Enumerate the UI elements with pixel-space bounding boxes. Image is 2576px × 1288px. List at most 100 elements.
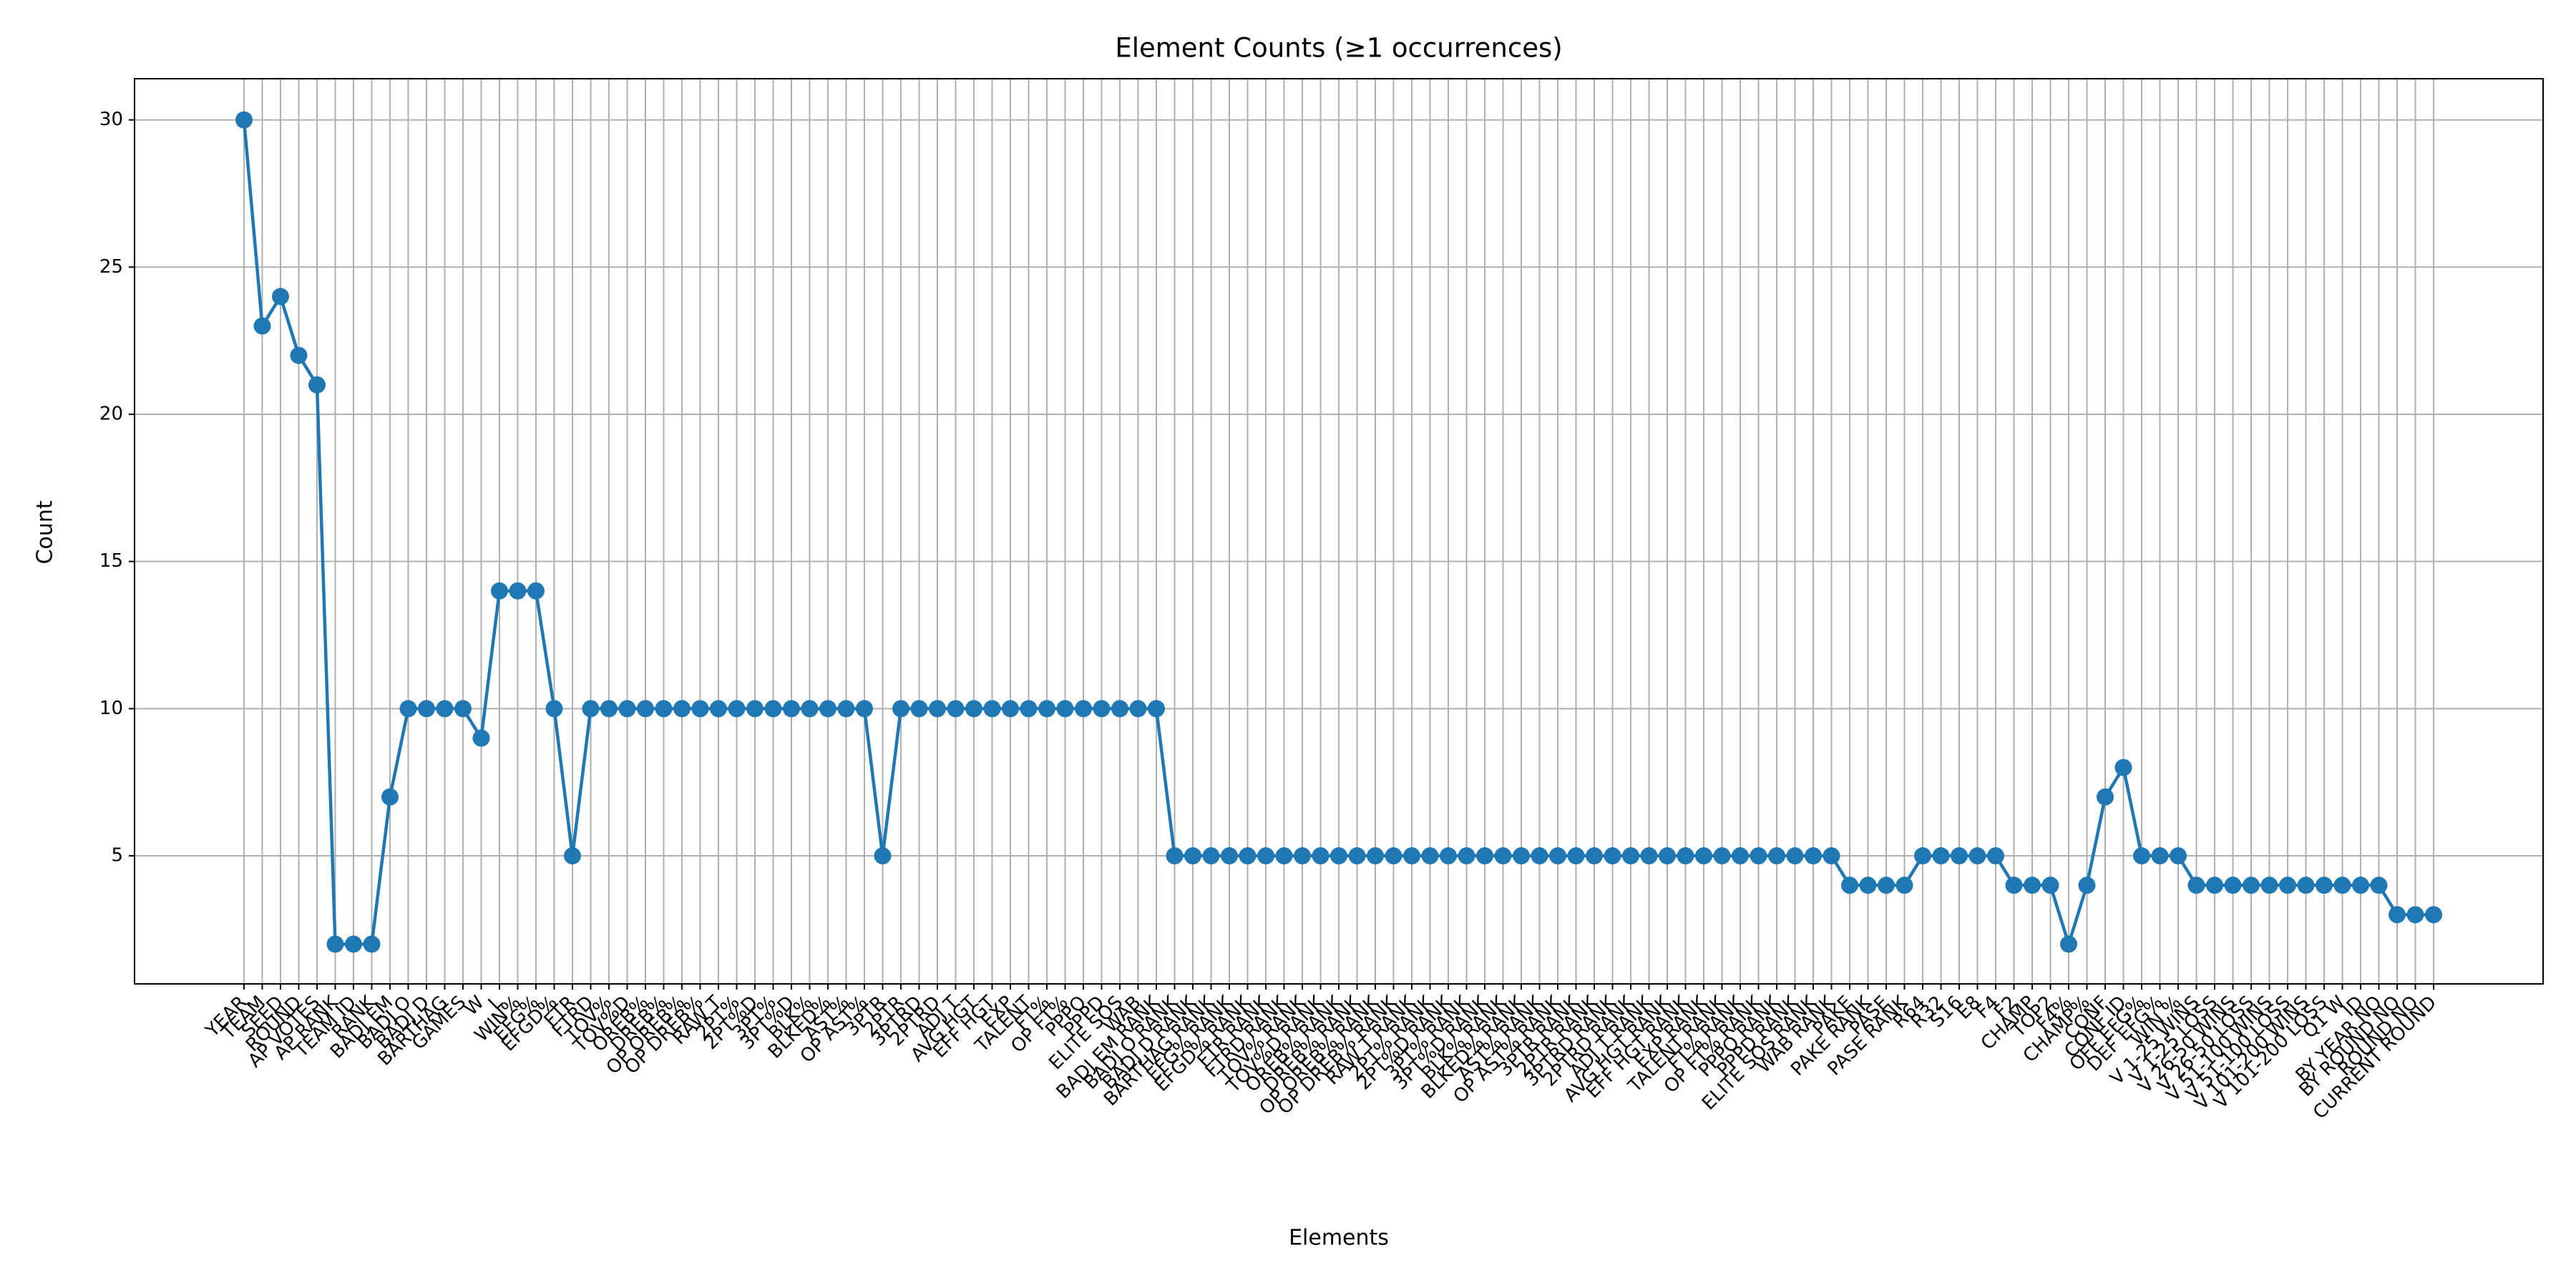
marker xyxy=(1129,700,1147,718)
marker xyxy=(564,847,581,865)
marker xyxy=(1458,847,1475,865)
marker xyxy=(892,700,909,718)
marker xyxy=(1239,847,1257,865)
marker xyxy=(1622,847,1639,865)
marker xyxy=(856,700,873,718)
marker xyxy=(947,700,965,718)
marker xyxy=(783,700,800,718)
marker xyxy=(2224,877,2242,894)
marker xyxy=(527,582,545,600)
y-tick-label: 15 xyxy=(99,550,123,572)
marker xyxy=(2097,788,2114,806)
marker xyxy=(1987,847,2004,865)
x-axis-label: Elements xyxy=(1289,1226,1389,1251)
marker xyxy=(2389,906,2406,924)
marker xyxy=(381,788,399,806)
marker xyxy=(1330,847,1347,865)
marker xyxy=(290,346,308,364)
marker xyxy=(2060,935,2077,953)
y-tick-label: 25 xyxy=(99,256,123,278)
marker xyxy=(673,700,691,718)
marker xyxy=(2005,877,2023,894)
marker xyxy=(1896,877,1913,894)
marker xyxy=(472,729,490,747)
marker xyxy=(1056,700,1074,718)
marker xyxy=(2024,877,2041,894)
marker xyxy=(1914,847,1931,865)
marker xyxy=(1476,847,1493,865)
marker xyxy=(1859,877,1877,894)
marker xyxy=(436,700,454,718)
marker xyxy=(235,111,253,129)
marker xyxy=(837,700,855,718)
marker xyxy=(1968,847,1986,865)
marker xyxy=(1713,847,1731,865)
y-tick-label: 30 xyxy=(99,109,123,130)
marker xyxy=(1093,700,1111,718)
marker xyxy=(2279,877,2296,894)
marker xyxy=(1221,847,1238,865)
marker xyxy=(801,700,819,718)
marker xyxy=(2041,877,2059,894)
marker xyxy=(874,847,892,865)
plot-frame xyxy=(134,78,2544,985)
marker xyxy=(1841,877,1858,894)
marker xyxy=(1294,847,1311,865)
marker xyxy=(1768,847,1785,865)
marker xyxy=(345,935,362,953)
marker xyxy=(2151,847,2169,865)
marker xyxy=(399,700,417,718)
marker xyxy=(929,700,946,718)
marker xyxy=(509,582,527,600)
marker xyxy=(728,700,746,718)
marker xyxy=(965,700,982,718)
marker xyxy=(637,700,654,718)
marker xyxy=(910,700,928,718)
marker xyxy=(2333,877,2351,894)
marker xyxy=(2243,877,2260,894)
marker xyxy=(1695,847,1712,865)
marker xyxy=(1786,847,1804,865)
marker xyxy=(710,700,727,718)
marker xyxy=(1640,847,1658,865)
marker xyxy=(1002,700,1019,718)
marker xyxy=(308,376,326,394)
marker xyxy=(491,582,508,600)
marker xyxy=(545,700,563,718)
marker xyxy=(2114,758,2132,776)
marker xyxy=(1148,700,1165,718)
marker xyxy=(618,700,636,718)
marker xyxy=(1586,847,1603,865)
marker xyxy=(655,700,673,718)
marker xyxy=(2078,877,2096,894)
marker xyxy=(1951,847,1968,865)
marker xyxy=(1805,847,1822,865)
marker xyxy=(1659,847,1676,865)
marker xyxy=(582,700,600,718)
marker xyxy=(1367,847,1384,865)
marker xyxy=(1750,847,1767,865)
marker xyxy=(326,935,344,953)
marker xyxy=(454,700,472,718)
marker xyxy=(819,700,836,718)
marker xyxy=(1421,847,1439,865)
marker xyxy=(1257,847,1274,865)
marker xyxy=(764,700,782,718)
marker xyxy=(2316,877,2333,894)
marker xyxy=(1567,847,1585,865)
marker xyxy=(272,288,289,306)
y-axis-label: Count xyxy=(33,500,58,564)
marker xyxy=(418,700,435,718)
marker xyxy=(983,700,1001,718)
marker xyxy=(2206,877,2223,894)
marker xyxy=(1513,847,1530,865)
marker xyxy=(1823,847,1840,865)
marker xyxy=(1932,847,1950,865)
y-tick-label: 20 xyxy=(99,403,123,424)
marker xyxy=(691,700,709,718)
marker xyxy=(1312,847,1330,865)
y-tick-label: 5 xyxy=(111,845,123,867)
marker xyxy=(1878,877,1895,894)
